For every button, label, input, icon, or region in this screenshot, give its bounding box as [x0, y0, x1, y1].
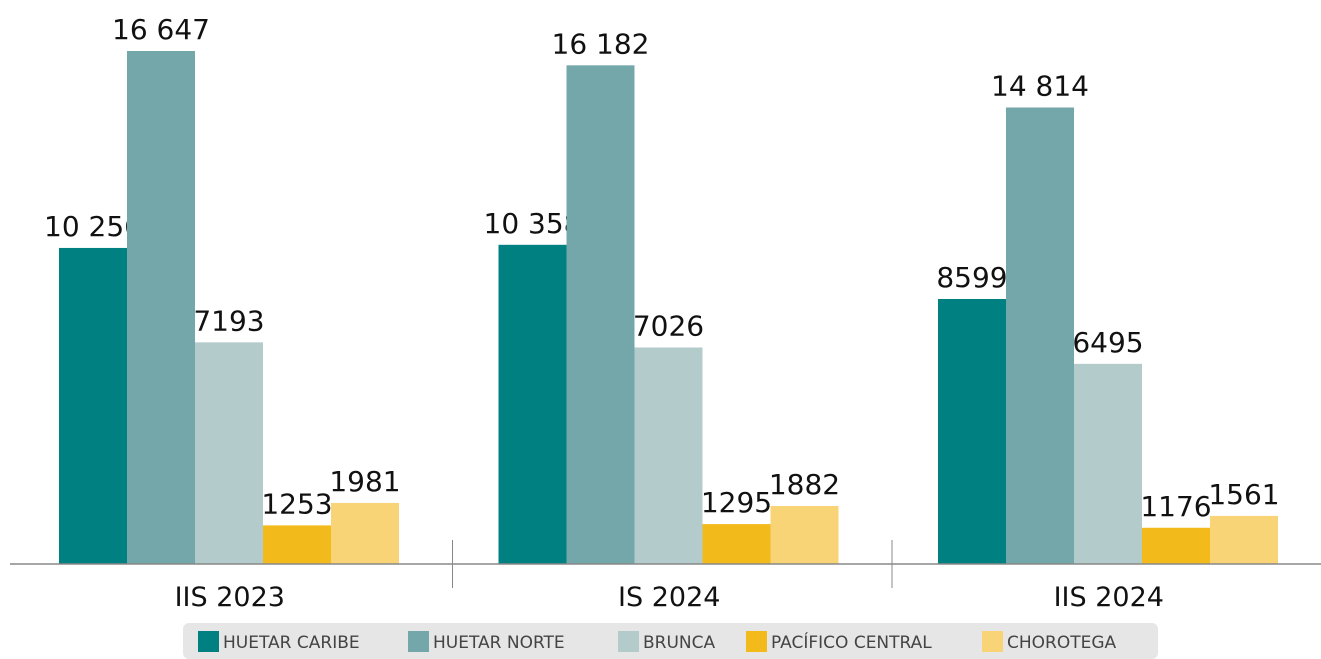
value-label: 1253: [261, 487, 332, 520]
bar: [127, 51, 195, 564]
bar: [938, 299, 1006, 564]
legend-label: PACÍFICO CENTRAL: [771, 631, 932, 653]
bar: [634, 347, 703, 564]
legend-label: CHOROTEGA: [1007, 633, 1117, 653]
legend-swatch: [408, 631, 429, 652]
value-label: 1561: [1208, 478, 1279, 511]
bar: [1074, 363, 1142, 564]
legend-label: BRUNCA: [643, 633, 716, 653]
value-label: 1981: [329, 465, 400, 498]
x-tick-label: IS 2024: [618, 582, 720, 613]
bar: [331, 502, 399, 564]
value-label: 7193: [193, 304, 264, 337]
legend-swatch: [746, 631, 767, 652]
bar: [59, 247, 127, 564]
bar: [498, 244, 567, 564]
bar: [566, 65, 635, 565]
value-label: 10 358: [484, 207, 582, 240]
value-label: 16 647: [112, 13, 210, 46]
value-label: 1176: [1140, 490, 1211, 523]
bar: [1142, 527, 1210, 564]
value-label: 6495: [1072, 326, 1143, 359]
legend-label: HUETAR NORTE: [433, 633, 565, 653]
x-tick-label: IIS 2024: [1054, 582, 1164, 613]
value-label: 14 814: [991, 69, 1089, 102]
value-label: 1295: [701, 486, 772, 519]
x-tick-label: IIS 2023: [175, 582, 285, 613]
bar: [702, 524, 771, 564]
legend-label: HUETAR CARIBE: [223, 633, 360, 653]
bar: [1006, 107, 1074, 565]
bar: [770, 506, 839, 564]
legend-swatch: [198, 631, 219, 652]
bar: [1210, 515, 1278, 564]
value-label: 7026: [633, 309, 704, 342]
value-label: 8599: [936, 261, 1007, 294]
value-label: 16 182: [552, 27, 650, 60]
bar: [195, 342, 263, 564]
legend-swatch: [618, 631, 639, 652]
value-label: 1882: [769, 468, 840, 501]
value-label: 10 256: [44, 210, 142, 243]
bar: [263, 525, 331, 564]
legend-swatch: [982, 631, 1003, 652]
